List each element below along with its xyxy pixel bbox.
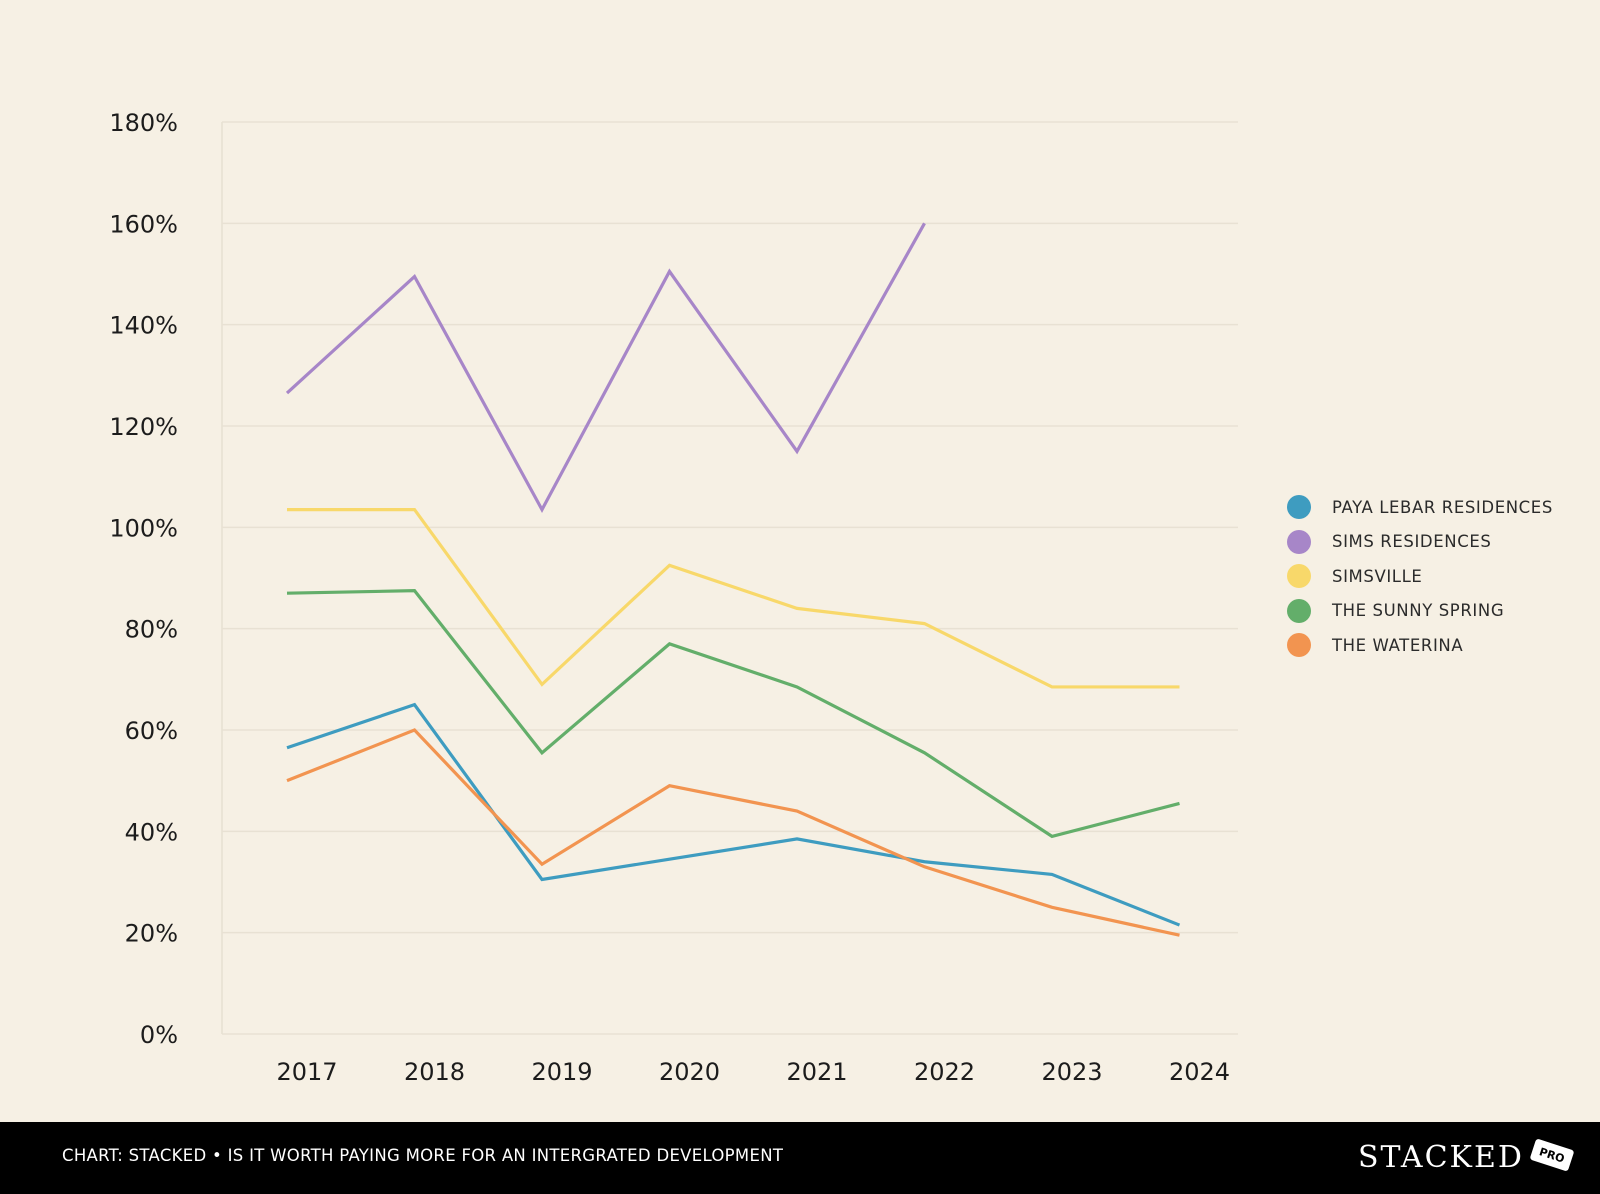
legend-label: SIMSVILLE — [1332, 566, 1423, 586]
legend-swatch — [1287, 598, 1311, 623]
y-tick-label: 100% — [109, 514, 178, 542]
x-tick-label: 2019 — [531, 1058, 592, 1086]
y-axis-ticks: 0% 20% 40% 60% 80% 100% 120% 140% 160% 180% — [109, 109, 178, 1049]
y-tick-label: 60% — [125, 717, 178, 745]
brand-logo: STACKED — [1358, 1140, 1524, 1175]
grid-lines — [221, 121, 1238, 1035]
legend-swatch — [1287, 564, 1311, 589]
legend-item: SIMS RESIDENCES — [1287, 525, 1553, 560]
footer-bar: CHART: STACKED • IS IT WORTH PAYING MORE… — [0, 1122, 1600, 1194]
x-tick-label: 2021 — [786, 1058, 847, 1086]
y-tick-label: 160% — [109, 210, 178, 238]
y-tick-label: 20% — [125, 920, 178, 948]
legend-item: SIMSVILLE — [1287, 559, 1553, 594]
y-tick-label: 40% — [125, 818, 178, 846]
x-axis-ticks: 2017 2018 2019 2020 2021 2022 2023 2024 — [276, 1058, 1230, 1086]
legend-label: THE SUNNY SPRING — [1332, 601, 1505, 621]
y-tick-label: 120% — [109, 413, 178, 441]
legend-item: THE WATERINA — [1287, 628, 1553, 663]
series-line-paya-lebar-residences — [286, 702, 1181, 927]
y-tick-label: 180% — [109, 109, 178, 137]
line-chart: 0%20%40%60%80%100%120%140%160%180% 2017 2… — [109, 109, 1238, 1086]
series-lines — [285, 222, 1181, 937]
x-tick-label: 2023 — [1041, 1058, 1102, 1086]
x-tick-label: 2020 — [659, 1058, 720, 1086]
y-tick-label: 80% — [125, 616, 178, 644]
series-line-the-sunny-spring — [286, 589, 1180, 839]
y-tick-label: 0% — [140, 1021, 178, 1049]
legend-label: PAYA LEBAR RESIDENCES — [1332, 497, 1553, 517]
legend-label: THE WATERINA — [1332, 635, 1464, 655]
legend-item: PAYA LEBAR RESIDENCES — [1287, 490, 1553, 525]
x-tick-label: 2018 — [404, 1058, 465, 1086]
x-tick-label: 2024 — [1169, 1058, 1230, 1086]
series-line-sims-residences — [285, 222, 926, 513]
x-tick-label: 2017 — [276, 1058, 337, 1086]
legend-item: THE SUNNY SPRING — [1287, 594, 1553, 629]
footer-caption: CHART: STACKED • IS IT WORTH PAYING MORE… — [62, 1146, 784, 1165]
legend: PAYA LEBAR RESIDENCES SIMS RESIDENCES SIMS… — [1287, 490, 1553, 663]
x-tick-label: 2022 — [914, 1058, 975, 1086]
series-line-simsville — [287, 508, 1180, 689]
legend-label: SIMS RESIDENCES — [1332, 532, 1492, 552]
series-line-the-waterina — [286, 728, 1180, 937]
pro-badge: PRO — [1529, 1138, 1575, 1172]
legend-swatch — [1287, 529, 1311, 554]
y-tick-label: 140% — [109, 312, 178, 340]
legend-swatch — [1287, 495, 1311, 520]
legend-swatch — [1287, 633, 1311, 658]
